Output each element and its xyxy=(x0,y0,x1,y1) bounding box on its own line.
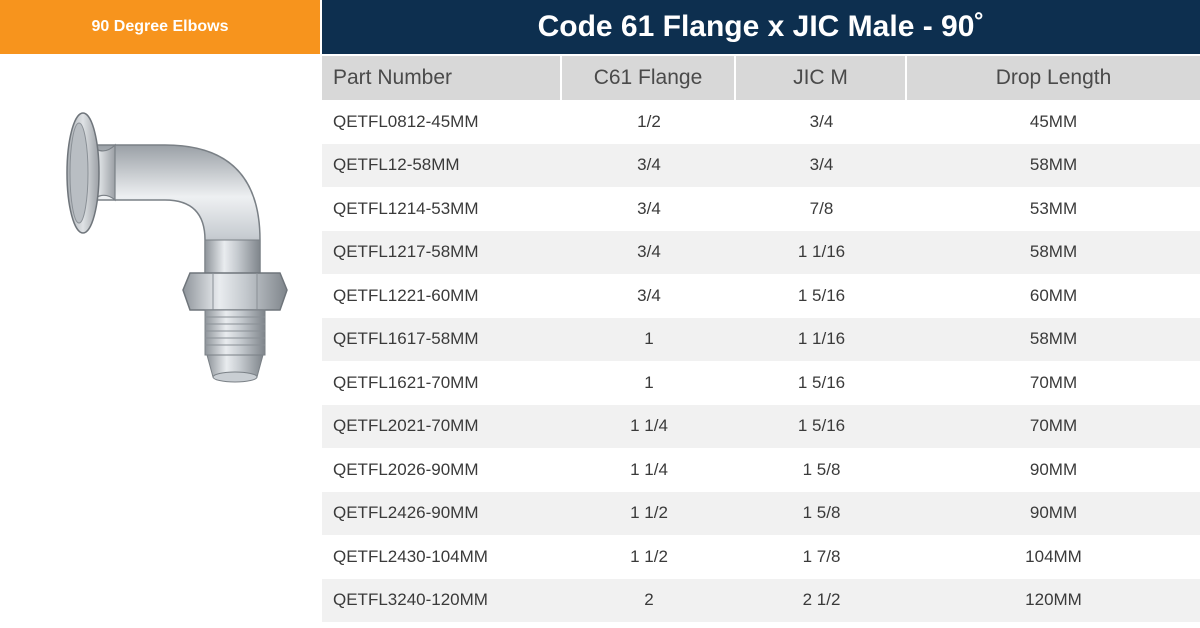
table-row: QETFL1621-70MM 1 1 5/16 70MM xyxy=(322,361,1200,405)
cell-jic-m: 1 1/16 xyxy=(797,329,846,349)
header-part-number: Part Number xyxy=(322,56,562,100)
cell-c61-flange: 2 xyxy=(644,590,654,610)
header-jic-m: JIC M xyxy=(736,56,907,100)
cell-c61-flange: 3/4 xyxy=(637,285,661,305)
category-tab[interactable]: 90 Degree Elbows xyxy=(0,0,320,54)
cell-drop-length: 120MM xyxy=(1025,590,1082,610)
cell-jic-m: 1 5/16 xyxy=(797,372,846,392)
left-panel: 90 Degree Elbows xyxy=(0,0,322,628)
cell-jic-m: 1 1/16 xyxy=(797,242,846,262)
cell-c61-flange: 1 1/2 xyxy=(630,546,668,566)
table-row: QETFL2430-104MM 1 1/2 1 7/8 104MM xyxy=(322,535,1200,579)
cell-drop-length: 58MM xyxy=(1029,329,1078,349)
spec-panel: Code 61 Flange x JIC Male - 90˚ Part Num… xyxy=(322,0,1200,628)
table-row: QETFL12-58MM 3/4 3/4 58MM xyxy=(322,143,1200,187)
cell-part-number: QETFL0812-45MM xyxy=(333,111,479,131)
cell-jic-m: 1 5/16 xyxy=(797,285,846,305)
cell-drop-length: 45MM xyxy=(1029,111,1078,131)
cell-part-number: QETFL1617-58MM xyxy=(333,329,479,349)
cell-part-number: QETFL1214-53MM xyxy=(333,198,479,218)
page-title: Code 61 Flange x JIC Male - 90˚ xyxy=(322,0,1200,54)
cell-drop-length: 90MM xyxy=(1029,503,1078,523)
table-header: Part Number C61 Flange JIC M Drop Length xyxy=(322,56,1200,100)
cell-c61-flange: 3/4 xyxy=(637,198,661,218)
header-drop-length: Drop Length xyxy=(907,56,1200,100)
cell-c61-flange: 1 xyxy=(644,329,654,349)
cell-jic-m: 1 5/8 xyxy=(802,459,841,479)
cell-c61-flange: 1 xyxy=(644,372,654,392)
table-row: QETFL1214-53MM 3/4 7/8 53MM xyxy=(322,187,1200,231)
cell-jic-m: 1 5/16 xyxy=(797,416,846,436)
cell-drop-length: 58MM xyxy=(1029,242,1078,262)
cell-c61-flange: 1 1/4 xyxy=(630,459,668,479)
table-row: QETFL1221-60MM 3/4 1 5/16 60MM xyxy=(322,274,1200,318)
table-row: QETFL2026-90MM 1 1/4 1 5/8 90MM xyxy=(322,448,1200,492)
table-row: QETFL2021-70MM 1 1/4 1 5/16 70MM xyxy=(322,404,1200,448)
cell-jic-m: 1 7/8 xyxy=(802,546,841,566)
table-row: QETFL2426-90MM 1 1/2 1 5/8 90MM xyxy=(322,491,1200,535)
cell-jic-m: 3/4 xyxy=(809,111,834,131)
table-row: QETFL1217-58MM 3/4 1 1/16 58MM xyxy=(322,230,1200,274)
cell-part-number: QETFL2021-70MM xyxy=(333,416,479,436)
cell-jic-m: 7/8 xyxy=(809,198,834,218)
cell-drop-length: 60MM xyxy=(1029,285,1078,305)
cell-jic-m: 3/4 xyxy=(809,155,834,175)
cell-part-number: QETFL2430-104MM xyxy=(333,546,488,566)
cell-drop-length: 104MM xyxy=(1025,546,1082,566)
table-row: QETFL1617-58MM 1 1 1/16 58MM xyxy=(322,317,1200,361)
cell-drop-length: 70MM xyxy=(1029,372,1078,392)
cell-c61-flange: 1 1/4 xyxy=(630,416,668,436)
cell-part-number: QETFL1221-60MM xyxy=(333,285,479,305)
table-body: QETFL0812-45MM 1/2 3/4 45MM QETFL12-58MM… xyxy=(322,100,1200,622)
header-c61-flange: C61 Flange xyxy=(562,56,736,100)
table-row: QETFL3240-120MM 2 2 1/2 120MM xyxy=(322,578,1200,622)
cell-part-number: QETFL2426-90MM xyxy=(333,503,479,523)
cell-drop-length: 70MM xyxy=(1029,416,1078,436)
cell-drop-length: 53MM xyxy=(1029,198,1078,218)
cell-jic-m: 1 5/8 xyxy=(802,503,841,523)
cell-drop-length: 58MM xyxy=(1029,155,1078,175)
cell-part-number: QETFL1621-70MM xyxy=(333,372,479,392)
cell-part-number: QETFL2026-90MM xyxy=(333,459,479,479)
cell-c61-flange: 3/4 xyxy=(637,155,661,175)
cell-jic-m: 2 1/2 xyxy=(802,590,841,610)
cell-part-number: QETFL1217-58MM xyxy=(333,242,479,262)
elbow-fitting-icon xyxy=(66,112,288,383)
cell-c61-flange: 3/4 xyxy=(637,242,661,262)
cell-c61-flange: 1/2 xyxy=(637,111,661,131)
cell-drop-length: 90MM xyxy=(1029,459,1078,479)
cell-part-number: QETFL3240-120MM xyxy=(333,590,488,610)
cell-part-number: QETFL12-58MM xyxy=(333,155,460,175)
cell-c61-flange: 1 1/2 xyxy=(630,503,668,523)
table-row: QETFL0812-45MM 1/2 3/4 45MM xyxy=(322,100,1200,144)
